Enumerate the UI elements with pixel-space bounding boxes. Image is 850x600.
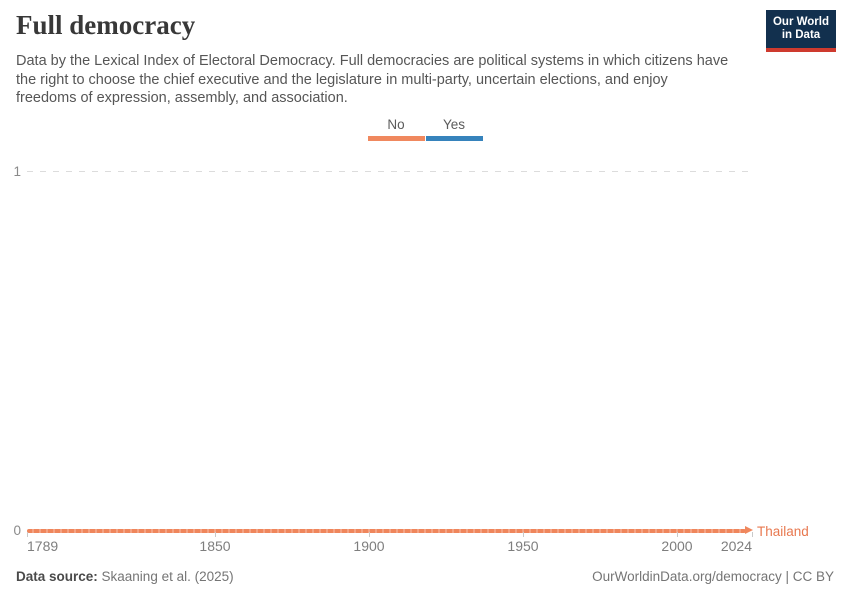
y-axis-label-0: 0 [13,523,21,538]
x-axis-label-1789: 1789 [27,538,59,554]
y-axis-label-1: 1 [13,164,21,179]
x-axis-tick [752,532,753,537]
series-line-end-marker [745,526,753,534]
x-axis-label-2024: 2024 [720,538,752,554]
legend-item-yes[interactable]: Yes [425,117,483,141]
x-axis-tick [369,532,370,537]
x-axis-tick [677,532,678,537]
legend-swatch-yes [425,136,483,141]
thailand-series-line [27,529,746,533]
legend-label-yes: Yes [442,117,466,132]
owid-logo[interactable]: Our World in Data [766,10,836,52]
owid-logo-line1: Our World [772,15,829,28]
data-source-label: Data source: [16,569,98,584]
x-axis-tick [215,532,216,537]
subtitle-line-2: the right to choose the chief executive … [16,71,668,88]
subtitle-line-3: freedoms of expression, assembly, and as… [16,90,348,106]
x-axis-label-1850: 1850 [199,538,231,554]
footer-citation-link[interactable]: OurWorldinData.org/democracy | CC BY [592,569,834,584]
chart-subtitle: Data by the Lexical Index of Electoral D… [16,52,761,108]
x-axis-label-1950: 1950 [507,538,539,554]
data-source-note: Data source: Skaaning et al. (2025) [16,569,234,584]
x-axis-tick [523,532,524,537]
entity-label-thailand: Thailand [757,524,809,539]
owid-logo-line2: in Data [781,29,821,41]
subtitle-line-1: Data by the Lexical Index of Electoral D… [16,53,729,69]
legend-item-no[interactable]: No [367,117,425,141]
legend: No Yes [0,117,850,141]
x-axis-label-2000: 2000 [661,538,693,554]
page-title: Full democracy [16,10,196,40]
gridline-y1 [27,171,752,172]
legend-label-no: No [387,117,405,132]
x-axis-tick [27,532,28,537]
x-axis-label-1900: 1900 [353,538,385,554]
data-source-value: Skaaning et al. (2025) [97,569,234,584]
legend-swatch-no [367,136,425,141]
